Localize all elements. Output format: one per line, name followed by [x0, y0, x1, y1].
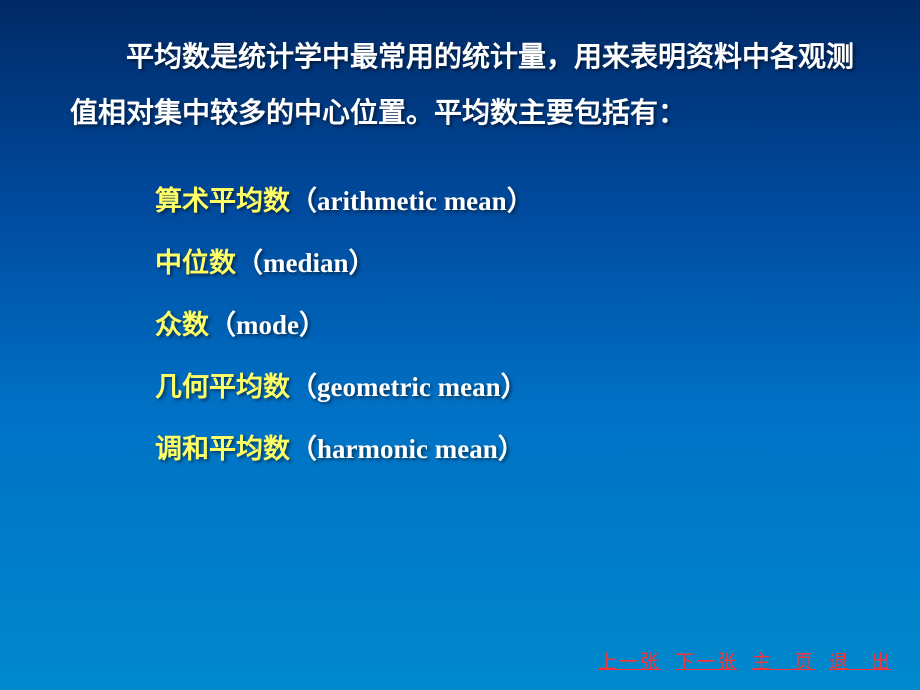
list-item: 算术平均数（arithmetic mean）	[155, 170, 865, 232]
item-en: geometric mean	[317, 372, 501, 402]
slide: 平均数是统计学中最常用的统计量，用来表明资料中各观测值相对集中较多的中心位置。平…	[0, 0, 920, 690]
item-en: arithmetic mean	[317, 186, 507, 216]
home-link[interactable]: 主 页	[752, 647, 815, 674]
intro-text: 平均数是统计学中最常用的统计量，用来表明资料中各观测值相对集中较多的中心位置。平…	[70, 42, 854, 129]
item-cn: 调和平均数	[155, 434, 290, 464]
list-item: 中位数（median）	[155, 232, 865, 294]
item-paren: （median）	[236, 248, 376, 278]
item-cn: 中位数	[155, 248, 236, 278]
item-cn: 算术平均数	[155, 186, 290, 216]
item-en: median	[263, 248, 349, 278]
nav-bar: 上一张 下一张 主 页 退 出	[598, 647, 892, 674]
item-paren: （harmonic mean）	[290, 434, 525, 464]
list-item: 几何平均数（geometric mean）	[155, 356, 865, 418]
item-paren: （arithmetic mean）	[290, 186, 534, 216]
intro-paragraph: 平均数是统计学中最常用的统计量，用来表明资料中各观测值相对集中较多的中心位置。平…	[70, 30, 865, 142]
item-en: harmonic mean	[317, 434, 498, 464]
list-item: 调和平均数（harmonic mean）	[155, 418, 865, 480]
item-en: mode	[236, 310, 299, 340]
exit-link[interactable]: 退 出	[829, 647, 892, 674]
item-paren: （geometric mean）	[290, 372, 528, 402]
content-area: 平均数是统计学中最常用的统计量，用来表明资料中各观测值相对集中较多的中心位置。平…	[70, 30, 865, 480]
prev-link[interactable]: 上一张	[598, 647, 661, 674]
item-paren: （mode）	[209, 310, 326, 340]
item-cn: 众数	[155, 310, 209, 340]
item-cn: 几何平均数	[155, 372, 290, 402]
means-list: 算术平均数（arithmetic mean） 中位数（median） 众数（mo…	[155, 170, 865, 480]
next-link[interactable]: 下一张	[675, 647, 738, 674]
list-item: 众数（mode）	[155, 294, 865, 356]
